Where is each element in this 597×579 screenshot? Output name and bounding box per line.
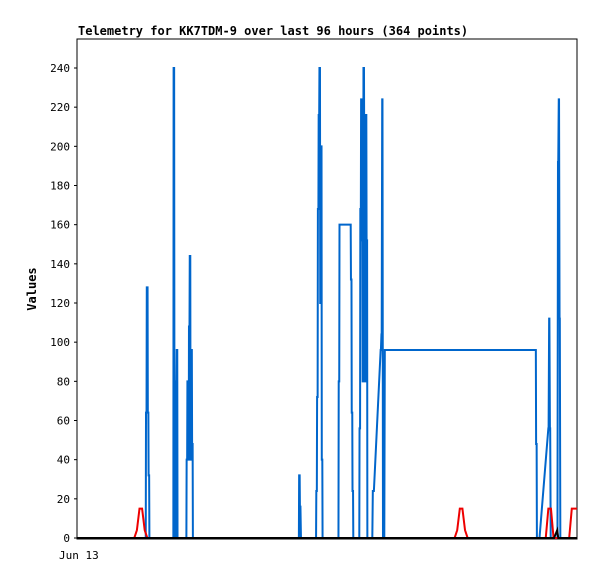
y-tick-label: 200 — [50, 140, 70, 153]
y-tick-label: 0 — [63, 532, 70, 545]
x-axis-ticks: Jun 13 — [59, 549, 99, 562]
series-layer — [77, 67, 577, 539]
plot-area-frame — [76, 38, 578, 540]
x-tick-label: Jun 13 — [59, 549, 99, 562]
series-line-1 — [77, 507, 577, 539]
y-axis-label: Values — [25, 267, 39, 310]
y-tick-label: 180 — [50, 180, 70, 193]
y-tick-label: 80 — [57, 375, 70, 388]
y-tick-label: 140 — [50, 258, 70, 271]
y-axis-ticks: 0 20 40 60 80 100 120 140 160 180 200 220 240 — [50, 62, 77, 545]
y-tick-label: 40 — [57, 454, 70, 467]
y-tick-label: 20 — [57, 493, 70, 506]
series-line-0 — [77, 67, 577, 539]
chart-title: Telemetry for KK7TDM-9 over last 96 hour… — [78, 24, 468, 38]
y-tick-label: 60 — [57, 415, 70, 428]
y-tick-label: 100 — [50, 336, 70, 349]
y-tick-label: 160 — [50, 219, 70, 232]
y-tick-label: 120 — [50, 297, 70, 310]
y-tick-label: 240 — [50, 62, 70, 75]
y-tick-label: 220 — [50, 101, 70, 114]
series-line-2 — [77, 526, 577, 539]
